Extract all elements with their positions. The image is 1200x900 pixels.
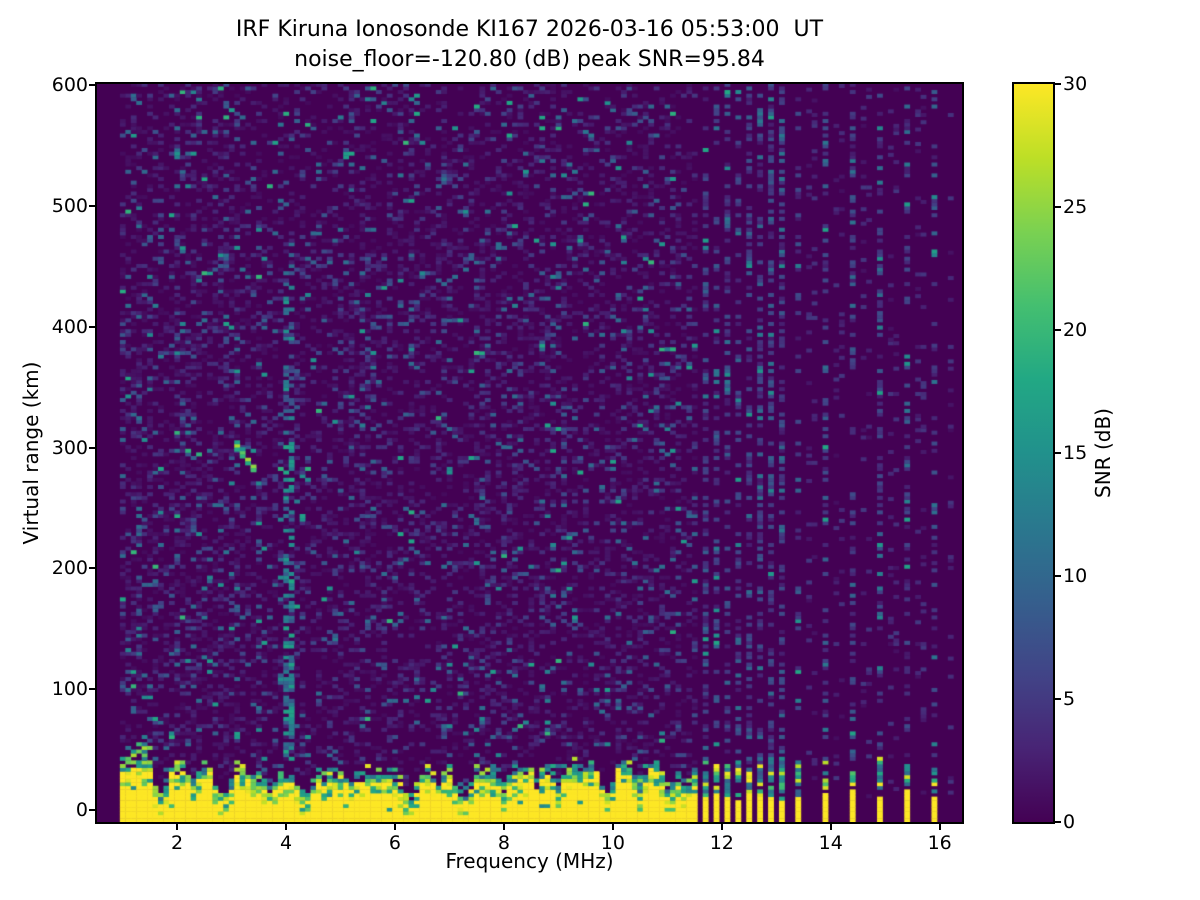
x-tick-label: 6 [388,832,401,854]
chart-subtitle: noise_floor=-120.80 (dB) peak SNR=95.84 [294,47,765,72]
y-tick-label: 100 [51,678,88,701]
colorbar-tick-mark [1055,575,1061,577]
y-tick-mark [89,688,95,691]
x-tick-label: 12 [709,832,734,854]
y-tick-label: 500 [51,194,88,217]
x-tick-label: 4 [279,832,293,854]
x-tick-mark [285,824,287,830]
x-tick-mark [502,824,505,830]
colorbar-tick-label: 30 [1063,73,1088,95]
x-tick-label: 10 [600,832,625,854]
colorbar-tick-label: 0 [1063,811,1076,833]
x-tick-mark [393,824,396,830]
x-tick-label: 14 [818,832,843,854]
colorbar-gradient [1012,82,1055,824]
colorbar-tick-mark [1055,452,1061,454]
x-tick-mark [176,824,179,830]
chart-title: IRF Kiruna Ionosonde KI167 2026-03-16 05… [235,17,824,42]
colorbar-tick-label: 10 [1063,565,1088,587]
y-tick-label: 600 [51,74,88,97]
colorbar-tick-label: 5 [1063,688,1076,710]
colorbar-tick-mark [1055,698,1061,700]
x-tick-mark [938,824,941,830]
colorbar-tick-label: 15 [1063,442,1088,464]
plot-area [95,82,964,824]
ionogram-heatmap [97,84,962,822]
colorbar-label: SNR (dB) [1091,408,1115,498]
x-axis-label: Frequency (MHz) [445,849,614,873]
x-tick-mark [611,824,614,830]
colorbar-tick-mark [1055,821,1061,823]
y-tick-mark [89,325,95,328]
colorbar-tick-mark [1055,206,1061,208]
y-tick-label: 400 [51,315,88,338]
x-tick-label: 2 [171,832,184,854]
y-tick-label: 200 [51,557,88,580]
y-tick-label: 0 [75,798,88,821]
colorbar-tick-mark [1055,329,1061,331]
colorbar-tick-mark [1055,83,1061,85]
x-tick-mark [720,824,723,830]
colorbar-tick-label: 25 [1063,196,1088,218]
x-tick-label: 8 [497,832,510,854]
colorbar-tick-label: 20 [1063,319,1088,341]
y-tick-mark [89,446,95,449]
y-tick-mark [89,567,95,570]
y-tick-mark [89,204,95,207]
x-tick-mark [829,824,832,830]
y-tick-label: 300 [51,436,88,459]
y-tick-mark [89,808,95,811]
x-tick-label: 16 [927,832,952,854]
y-tick-mark [89,84,95,87]
